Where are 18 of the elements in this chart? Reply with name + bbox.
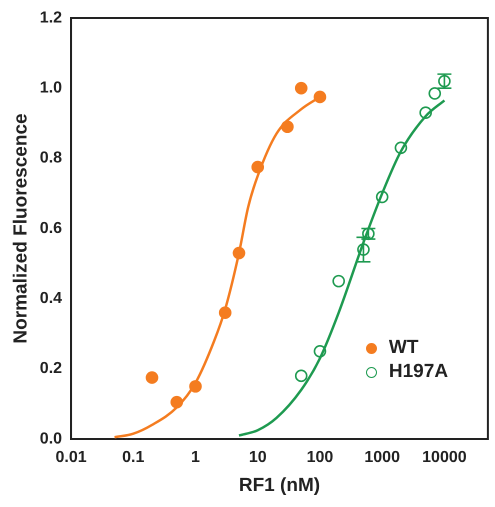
x-tick-label: 1000	[364, 449, 400, 466]
x-tick-label: 10000	[422, 449, 467, 466]
y-axis-title: Normalized Fluorescence	[10, 113, 32, 344]
x-axis-title: RF1 (nM)	[238, 474, 320, 496]
y-tick-label: 1.2	[40, 9, 62, 26]
legend-label: H197A	[388, 361, 448, 383]
y-tick-label: 0.2	[40, 360, 62, 378]
x-tick-label: 0.1	[122, 449, 144, 466]
y-tick-label: 0.8	[40, 150, 62, 167]
y-tick-label: 1.0	[40, 80, 62, 97]
x-tick-label: 0.01	[55, 449, 87, 466]
x-tick-label: 100	[306, 449, 334, 466]
legend-label: WT	[388, 337, 418, 359]
x-tick-label: 1	[191, 449, 200, 466]
y-tick-label: 0.0	[40, 430, 62, 448]
y-tick-label: 0.4	[40, 290, 62, 308]
x-tick-label: 10	[248, 449, 267, 466]
y-tick-label: 0.6	[40, 220, 62, 237]
